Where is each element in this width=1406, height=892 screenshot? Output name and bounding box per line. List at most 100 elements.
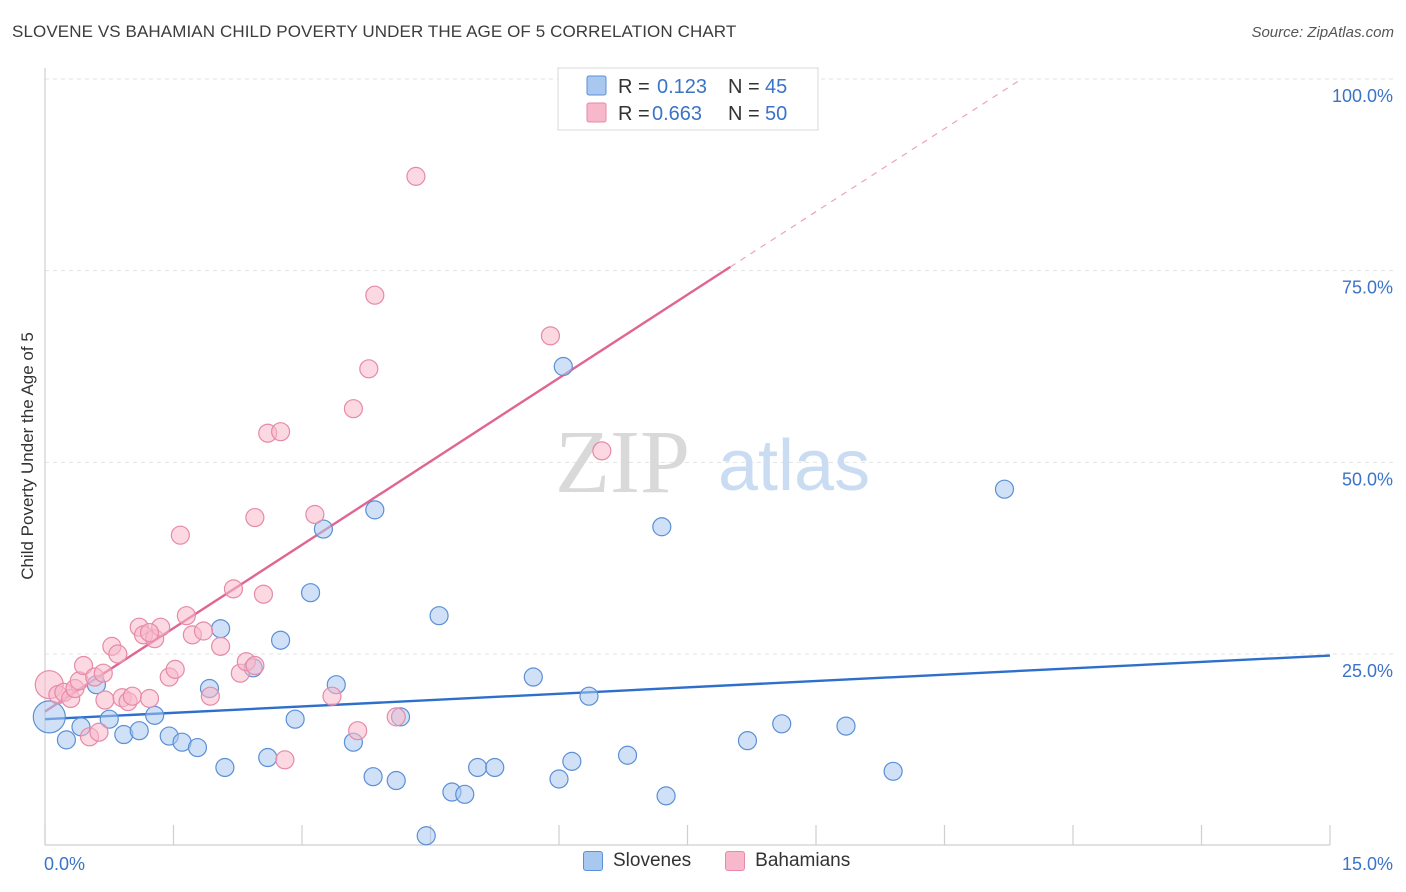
slovenes-point-44 [994, 479, 1015, 499]
slovenes-point-34 [553, 356, 573, 377]
legend-swatch-slovenes [586, 75, 607, 96]
y-tick-label-0: 25.0% [1342, 661, 1393, 681]
bahamians-point-44 [406, 166, 426, 186]
bahamians-point-37 [305, 504, 325, 525]
slovenes-point-29 [455, 784, 475, 804]
slovenes-point-12 [211, 619, 231, 639]
slovenes-point-30 [468, 757, 488, 778]
x-tick-label-0: 0.0% [44, 854, 85, 874]
chart-title: SLOVENE VS BAHAMIAN CHILD POVERTY UNDER … [12, 22, 737, 41]
bahamians-point-33 [253, 584, 274, 604]
slovenes-point-35 [562, 751, 582, 771]
bahamians-point-27 [200, 686, 220, 706]
legend-n-value-2: 50 [765, 103, 787, 125]
slovenes-point-0 [32, 700, 66, 734]
trend-lines [44, 78, 1331, 721]
legend-r-label-2: R = [618, 103, 650, 125]
bahamians-point-46 [592, 441, 612, 461]
slovenes-point-19 [313, 519, 334, 539]
bahamians-point-6 [73, 655, 94, 676]
bahamians-point-45 [540, 326, 561, 346]
slovenes-point-37 [617, 745, 638, 765]
bottom-legend-bahamians: Bahamians [725, 850, 850, 872]
bahamians-point-39 [343, 399, 363, 419]
slovenes-point-43 [883, 761, 903, 781]
x-tick-label-1: 15.0% [1342, 854, 1393, 874]
slovenes-point-27 [429, 606, 449, 626]
slovenes-point-32 [523, 667, 543, 687]
slovenes-point-18 [300, 583, 321, 603]
watermark-atlas: atlas [718, 426, 870, 506]
slovenes-point-4 [99, 709, 119, 729]
slovenes-points [32, 356, 1015, 846]
slovenes-point-10 [187, 737, 208, 758]
y-tick-label-2: 75.0% [1342, 278, 1393, 298]
slovenes-point-40 [737, 731, 758, 751]
slovenes-point-15 [258, 747, 278, 768]
watermark-zip: ZIP [555, 413, 690, 512]
y-tick-label-1: 50.0% [1342, 469, 1393, 489]
chart-source: Source: ZipAtlas.com [1251, 24, 1394, 41]
trend-line-slovenes [44, 654, 1331, 721]
bahamians-point-12 [108, 644, 128, 664]
bahamians-point-43 [386, 707, 406, 727]
bottom-legend: Slovenes Bahamians [583, 850, 884, 872]
slovenes-point-6 [129, 721, 149, 741]
slovenes-point-31 [485, 757, 505, 778]
x-tick-labels: 0.0% 15.0% [44, 854, 1393, 874]
slovenes-point-33 [549, 769, 569, 789]
bahamians-point-9 [89, 722, 109, 742]
legend-n-value-1: 45 [765, 76, 787, 98]
legend-swatch-bahamians [586, 102, 607, 123]
slovenes-point-23 [363, 767, 383, 787]
bahamians-point-38 [322, 686, 342, 706]
slovenes-point-39 [656, 786, 676, 806]
bahamians-point-28 [211, 636, 231, 656]
bahamians-point-15 [122, 686, 142, 706]
bahamians-points [34, 166, 612, 770]
bahamians-point-36 [275, 750, 295, 770]
slovenes-point-38 [652, 517, 672, 537]
legend-r-label-1: R = [618, 76, 650, 98]
slovenes-point-24 [386, 770, 406, 791]
bottom-legend-label-slovenes: Slovenes [613, 850, 692, 871]
slovenes-point-17 [285, 709, 305, 729]
watermark: ZIP atlas [555, 413, 870, 512]
bahamians-point-23 [170, 525, 190, 545]
slovenes-point-16 [270, 630, 291, 650]
slovenes-point-7 [145, 705, 165, 725]
trend-line-bahamians-extension [730, 78, 1022, 268]
legend-n-label-2: N = [728, 103, 760, 125]
bahamians-point-32 [245, 507, 265, 528]
slovenes-point-13 [215, 757, 235, 778]
legend-r-value-1: 0.123 [657, 76, 707, 98]
bottom-legend-swatch-slovenes [583, 851, 603, 871]
y-tick-label-3: 100.0% [1332, 86, 1393, 106]
slovenes-point-1 [56, 730, 77, 750]
legend-n-label-1: N = [728, 76, 760, 98]
bahamians-point-24 [176, 606, 196, 626]
bahamians-point-35 [270, 422, 291, 442]
bahamians-point-22 [165, 659, 185, 679]
gridlines [45, 78, 1395, 655]
bahamians-point-49 [245, 655, 265, 676]
slovenes-point-36 [579, 686, 599, 706]
bahamians-point-40 [348, 721, 368, 741]
slovenes-point-26 [416, 826, 436, 846]
bottom-legend-slovenes: Slovenes [583, 850, 691, 872]
bahamians-point-48 [93, 663, 113, 683]
top-legend: R = 0.123 N = 45 R = 0.663 N = 50 [557, 67, 819, 131]
bahamians-point-47 [139, 622, 160, 643]
bahamians-point-18 [139, 688, 160, 709]
bahamians-point-10 [95, 690, 115, 710]
slovenes-point-41 [772, 714, 792, 734]
bottom-legend-swatch-bahamians [725, 851, 746, 871]
legend-r-value-2: 0.663 [652, 103, 702, 125]
bahamians-point-29 [223, 579, 244, 599]
bahamians-point-42 [365, 285, 385, 305]
slovenes-point-22 [365, 500, 385, 520]
y-tick-labels: 25.0% 50.0% 75.0% 100.0% [1332, 86, 1393, 681]
bottom-legend-label-bahamians: Bahamians [755, 850, 851, 871]
slovenes-point-42 [836, 716, 856, 736]
